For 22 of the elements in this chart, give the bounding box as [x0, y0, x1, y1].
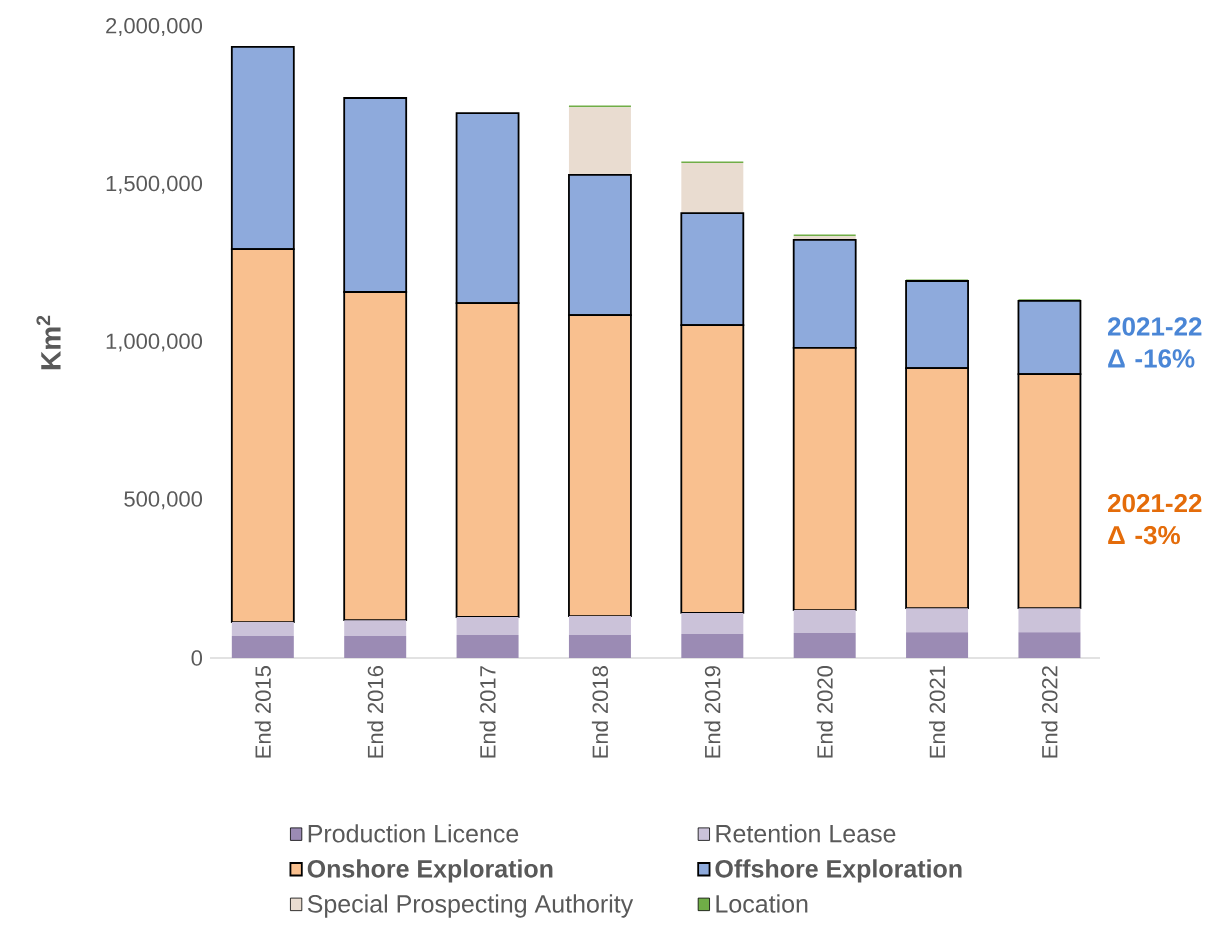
- y-axis-title: Km$^{2}$: [36, 315, 61, 370]
- x-tick-label: End 2020: [816, 665, 833, 758]
- x-tick-label: End 2017: [479, 666, 496, 758]
- y-tick-label: 0: [191, 650, 203, 666]
- legend-label: Special Prospecting Authority: [307, 894, 634, 918]
- y-tick-label: 1,000,000: [106, 333, 203, 352]
- y-tick-label: 2,000,000: [106, 17, 203, 37]
- x-tick-label: End 2021: [929, 666, 946, 758]
- legend-label: Location: [716, 894, 808, 913]
- legend-label: Onshore Exploration: [307, 859, 553, 883]
- x-tick-label: End 2022: [1041, 666, 1058, 758]
- x-tick-label: End 2015: [254, 666, 271, 758]
- x-tick-label: End 2018: [591, 666, 609, 758]
- y-tick-label: 500,000: [124, 491, 203, 510]
- x-tick-label: End 2019: [704, 666, 721, 758]
- text: 2021-22 Δ -3%: [1107, 493, 1202, 545]
- x-tick-label: End 2016: [367, 666, 384, 758]
- legend-label: Retention Lease: [716, 824, 896, 843]
- legend-label: Production Licence: [308, 824, 519, 843]
- y-tick-label: 1,500,000: [106, 175, 203, 194]
- text: 2021-22 Δ -16%: [1107, 317, 1202, 368]
- legend-label: Offshore Exploration: [715, 859, 962, 883]
